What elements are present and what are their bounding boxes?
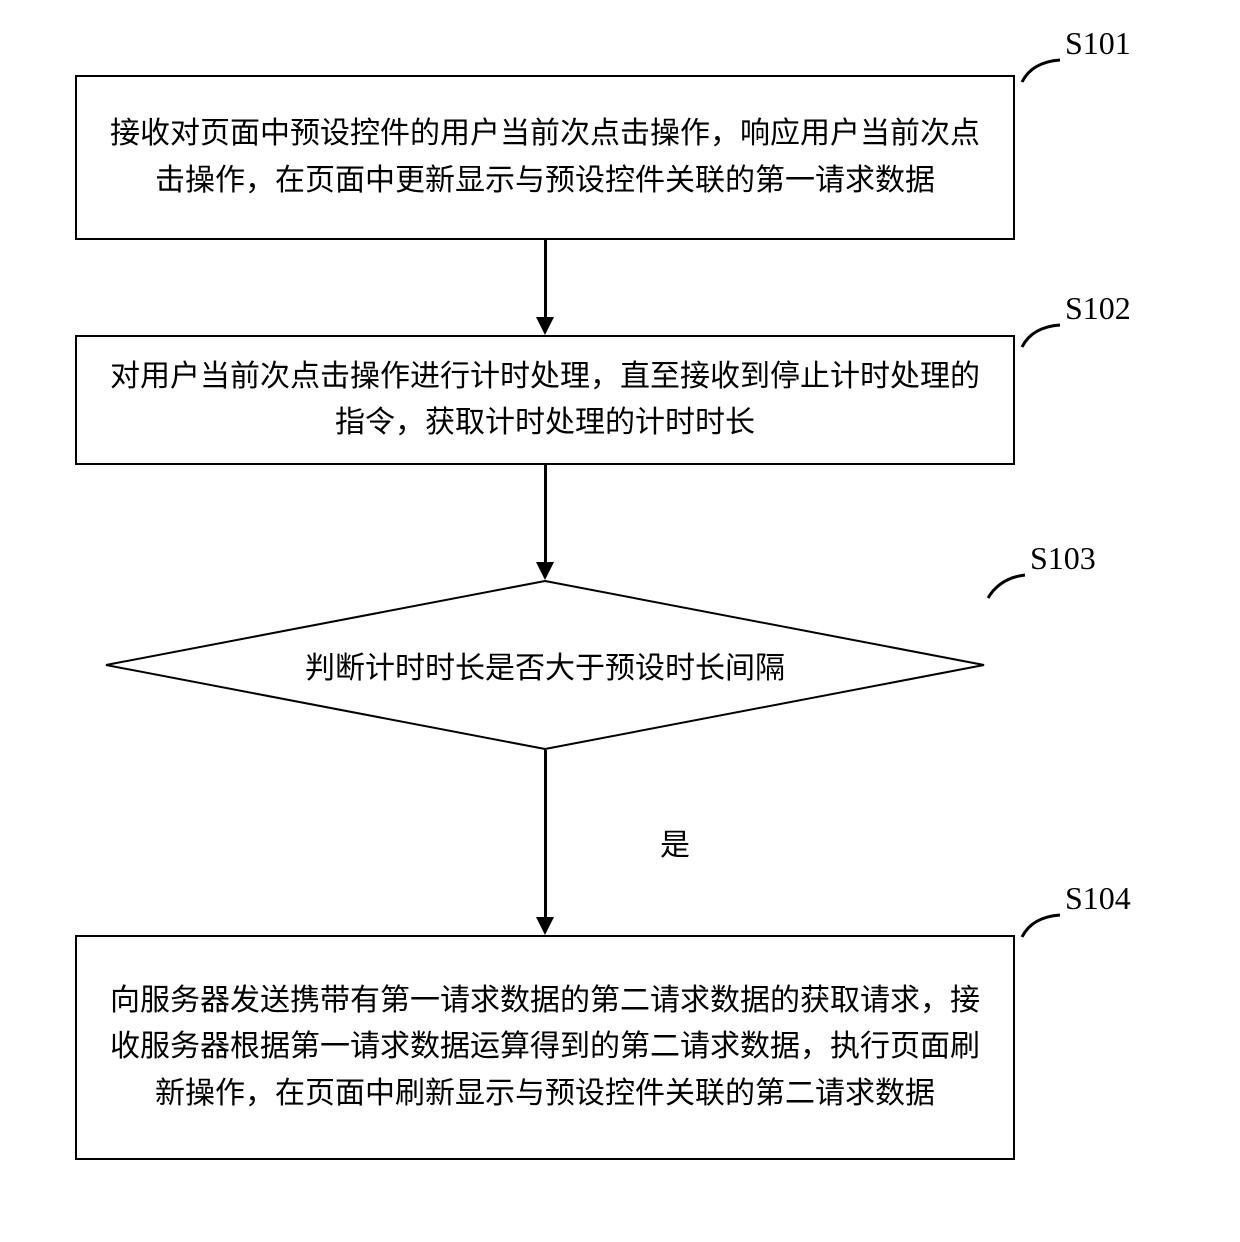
edge-s103-s104 [544,750,547,918]
label-s101: S101 [1065,25,1131,62]
edge-s101-s102 [544,240,547,318]
edge-s102-s103 [544,465,547,563]
label-s102: S102 [1065,290,1131,327]
node-s102-text: 对用户当前次点击操作进行计时处理，直至接收到停止计时处理的指令，获取计时处理的计… [97,354,993,447]
arrowhead-s103-s104 [536,917,554,935]
node-s104-text: 向服务器发送携带有第一请求数据的第二请求数据的获取请求，接收服务器根据第一请求数… [97,978,993,1118]
node-s103-text: 判断计时时长是否大于预设时长间隔 [305,643,785,687]
node-s101: 接收对页面中预设控件的用户当前次点击操作，响应用户当前次点击操作，在页面中更新显… [75,75,1015,240]
node-s104: 向服务器发送携带有第一请求数据的第二请求数据的获取请求，接收服务器根据第一请求数… [75,935,1015,1160]
node-s101-text: 接收对页面中预设控件的用户当前次点击操作，响应用户当前次点击操作，在页面中更新显… [97,111,993,204]
arrowhead-s102-s103 [536,562,554,580]
label-s104: S104 [1065,880,1131,917]
label-s103: S103 [1030,540,1096,577]
node-s103: 判断计时时长是否大于预设时长间隔 [105,580,985,750]
flowchart-container: 接收对页面中预设控件的用户当前次点击操作，响应用户当前次点击操作，在页面中更新显… [0,0,1240,1242]
edge-label-yes: 是 [660,820,690,864]
node-s102: 对用户当前次点击操作进行计时处理，直至接收到停止计时处理的指令，获取计时处理的计… [75,335,1015,465]
arrowhead-s101-s102 [536,317,554,335]
